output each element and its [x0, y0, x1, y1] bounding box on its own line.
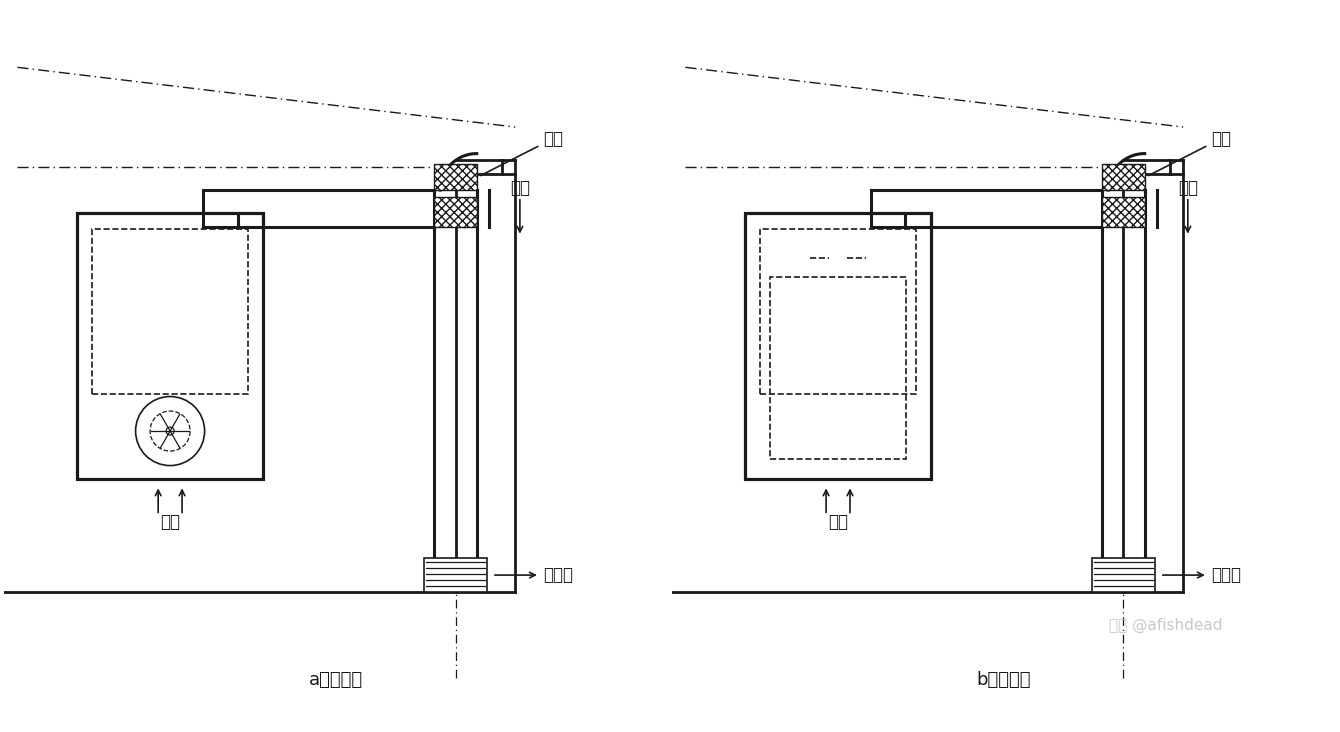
Bar: [425, 559, 486, 591]
Text: 烟气: 烟气: [1178, 179, 1198, 198]
Bar: [91, 229, 248, 394]
Bar: [434, 163, 477, 190]
Text: 弯头: 弯头: [481, 130, 563, 176]
Text: 空气: 空气: [159, 513, 180, 531]
Text: b）引风式: b）引风式: [977, 671, 1032, 689]
Bar: [1103, 163, 1144, 190]
Text: a）鼓风式: a）鼓风式: [310, 671, 363, 689]
Bar: [78, 213, 263, 479]
Text: 烟气: 烟气: [511, 179, 529, 198]
Text: 知乎 @afishdead: 知乎 @afishdead: [1110, 618, 1222, 632]
Bar: [1103, 197, 1144, 227]
Text: 进气口: 进气口: [543, 566, 574, 584]
Bar: [770, 277, 906, 459]
Bar: [760, 229, 917, 394]
Text: 空气: 空气: [828, 513, 848, 531]
Bar: [1092, 559, 1155, 591]
Bar: [434, 197, 477, 227]
Bar: [745, 213, 931, 479]
Text: 进气口: 进气口: [1211, 566, 1241, 584]
Text: 弯头: 弯头: [1148, 130, 1231, 176]
